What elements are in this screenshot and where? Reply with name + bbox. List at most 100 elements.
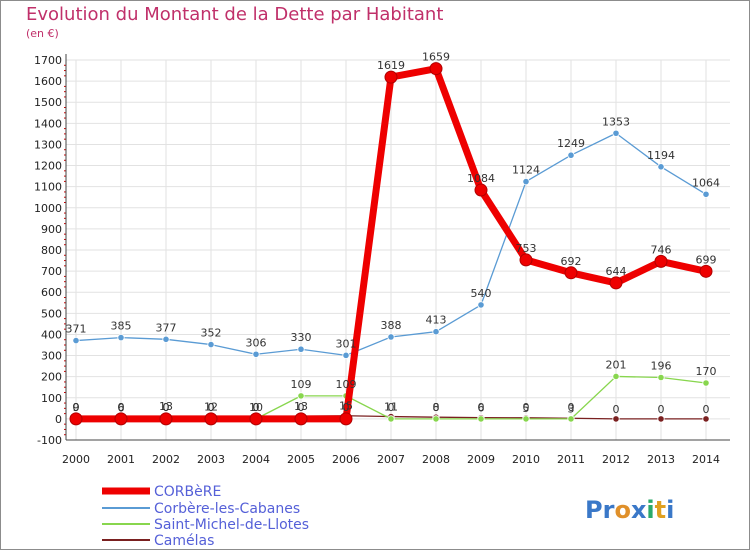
- data-label: 1353: [602, 115, 630, 128]
- data-point: [702, 415, 710, 423]
- data-label: 196: [651, 360, 672, 373]
- data-point: [519, 253, 533, 267]
- proxiti-logo: Proxiti: [585, 496, 674, 524]
- data-label: 11: [384, 401, 398, 414]
- data-point: [387, 333, 395, 341]
- y-tick-label: 800: [41, 244, 62, 257]
- logo-letter: P: [585, 496, 603, 524]
- data-label: 0: [523, 401, 530, 414]
- logo-letter: i: [666, 496, 674, 524]
- data-label: 330: [291, 331, 312, 344]
- x-tick-label: 2014: [692, 453, 720, 466]
- data-point: [699, 264, 713, 278]
- data-point: [207, 340, 215, 349]
- data-label: 1064: [692, 176, 720, 189]
- data-label: 0: [658, 403, 665, 416]
- data-point: [117, 334, 125, 342]
- x-tick-label: 2006: [332, 453, 360, 466]
- data-point: [522, 178, 530, 186]
- x-tick-label: 2009: [467, 453, 495, 466]
- logo-letter: o: [614, 496, 631, 524]
- data-label: 699: [696, 253, 717, 266]
- data-label: 377: [156, 321, 177, 334]
- data-label: 0: [388, 401, 395, 414]
- data-label: 15: [339, 400, 353, 413]
- data-label: 9: [73, 401, 80, 414]
- data-point: [702, 190, 710, 198]
- x-tick-label: 2007: [377, 453, 405, 466]
- data-label: 0: [163, 401, 170, 414]
- data-point: [657, 415, 665, 423]
- x-tick-label: 2001: [107, 453, 135, 466]
- data-label: 6: [118, 402, 125, 415]
- data-label: 0: [343, 401, 350, 414]
- x-tick-label: 2000: [62, 453, 90, 466]
- data-point: [612, 372, 620, 381]
- x-tick-label: 2008: [422, 453, 450, 466]
- data-label: 13: [159, 400, 173, 413]
- data-label: 109: [336, 378, 357, 391]
- y-tick-label: 500: [41, 307, 62, 320]
- data-label: 352: [201, 327, 222, 340]
- data-point: [294, 412, 308, 426]
- data-point: [612, 129, 620, 137]
- series-0: [69, 62, 713, 426]
- y-tick-label: 1500: [34, 96, 62, 109]
- x-tick-label: 2010: [512, 453, 540, 466]
- data-label: 0: [163, 401, 170, 414]
- data-label: 109: [291, 378, 312, 391]
- y-tick-label: -100: [37, 434, 62, 447]
- legend-label: Corbère-les-Cabanes: [154, 501, 300, 517]
- legend-label: Camélas: [154, 533, 214, 549]
- data-label: 0: [208, 401, 215, 414]
- y-tick-label: 1000: [34, 202, 62, 215]
- y-tick-label: 1400: [34, 117, 62, 130]
- data-label: 0: [433, 401, 440, 414]
- x-tick-label: 2004: [242, 453, 270, 466]
- data-label: 388: [381, 319, 402, 332]
- data-point: [339, 412, 353, 426]
- data-point: [567, 151, 575, 159]
- data-point: [474, 183, 488, 197]
- data-label: 0: [208, 401, 215, 414]
- data-label: 692: [561, 255, 582, 268]
- legend-label: CORBèRE: [154, 484, 221, 500]
- y-tick-label: 1700: [34, 54, 62, 67]
- x-tick-label: 2005: [287, 453, 315, 466]
- chart-title: Evolution du Montant de la Dette par Hab…: [26, 4, 444, 25]
- data-label: 170: [696, 365, 717, 378]
- series-1: [72, 129, 710, 359]
- y-tick-label: 400: [41, 328, 62, 341]
- data-label: 306: [246, 336, 267, 349]
- data-point: [432, 415, 440, 423]
- data-point: [564, 266, 578, 280]
- data-point: [159, 412, 173, 426]
- y-tick-label: 600: [41, 286, 62, 299]
- data-label: 1619: [377, 59, 405, 72]
- y-tick-label: 1100: [34, 181, 62, 194]
- y-tick-label: 700: [41, 265, 62, 278]
- data-point: [297, 345, 305, 353]
- data-label: 0: [73, 401, 80, 414]
- data-label: 540: [471, 287, 492, 300]
- data-point: [654, 254, 668, 268]
- data-point: [609, 276, 623, 290]
- logo-letter: i: [646, 496, 654, 524]
- data-label: 753: [516, 242, 537, 255]
- legend-label: Saint-Michel-de-Llotes: [154, 517, 309, 533]
- axes: -100010020030040050060070080090010001100…: [34, 54, 730, 466]
- data-label: 1124: [512, 164, 540, 177]
- data-label: 385: [111, 320, 132, 333]
- gridlines: [66, 59, 730, 441]
- data-point: [384, 70, 398, 84]
- data-label: 0: [568, 401, 575, 414]
- data-label: 12: [204, 400, 218, 413]
- logo-text: Proxiti: [585, 496, 674, 524]
- data-label: 0: [118, 401, 125, 414]
- data-label: 301: [336, 337, 357, 350]
- y-tick-label: 200: [41, 371, 62, 384]
- data-point: [477, 301, 485, 309]
- data-point: [429, 62, 443, 76]
